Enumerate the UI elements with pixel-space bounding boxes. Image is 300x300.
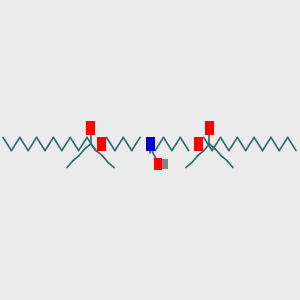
FancyBboxPatch shape: [194, 137, 203, 151]
FancyBboxPatch shape: [97, 137, 106, 151]
FancyBboxPatch shape: [154, 158, 162, 170]
FancyBboxPatch shape: [86, 121, 95, 135]
FancyBboxPatch shape: [146, 137, 154, 151]
FancyBboxPatch shape: [162, 159, 168, 169]
FancyBboxPatch shape: [205, 121, 214, 135]
